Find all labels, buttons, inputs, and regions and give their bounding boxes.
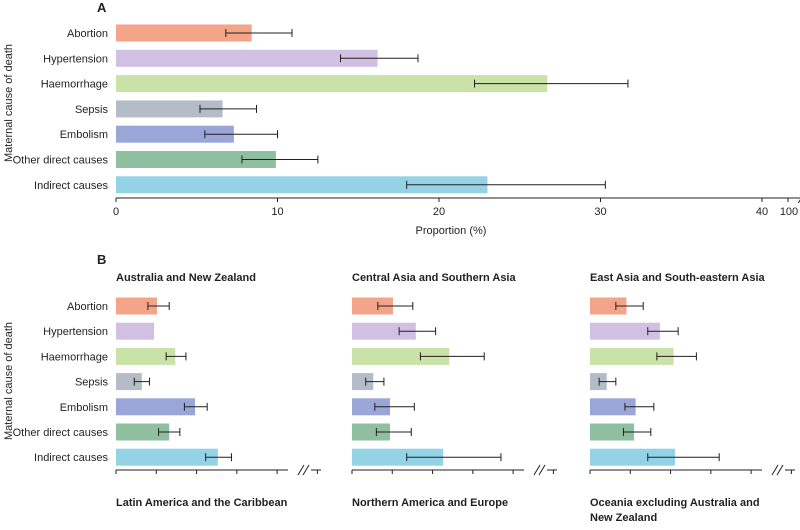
bar-haemorrhage (590, 347, 674, 365)
bar-hypertension (352, 322, 416, 340)
bar-other-direct-causes (116, 151, 276, 168)
panel-a-label: A (97, 0, 107, 15)
bar-other-direct-causes (590, 423, 635, 441)
bar-indirect-causes (116, 176, 488, 194)
x-tick-label-40: 40 (756, 206, 768, 218)
bar-sepsis (116, 373, 142, 391)
bar-indirect-causes (590, 448, 676, 466)
x-tick-label-10: 10 (271, 206, 283, 218)
bar-embolism (116, 125, 234, 143)
bar-indirect-causes (116, 448, 218, 466)
bar-haemorrhage (116, 75, 548, 93)
y-axis-title: Maternal cause of death (3, 44, 15, 162)
subplot-title-australia-and-new-zealand: Australia and New Zealand (116, 272, 256, 284)
panel-b-category-label-hypertension: Hypertension (43, 326, 108, 338)
next-row-title-northern-america-and-europe: Northern America and Europe (352, 497, 508, 509)
bar-haemorrhage (352, 347, 450, 365)
panel-b-category-label-abortion: Abortion (67, 301, 108, 313)
x-axis-break-slash-2 (302, 464, 310, 476)
next-row-title-oceania-excluding-australia-and-new-zealand-line-2: New Zealand (590, 512, 657, 524)
bar-indirect-causes (352, 448, 444, 466)
category-label-haemorrhage: Haemorrhage (41, 79, 108, 91)
panel-b-category-label-sepsis: Sepsis (75, 377, 109, 389)
panel-b-category-label-haemorrhage: Haemorrhage (41, 351, 108, 363)
x-tick-label-0: 0 (113, 206, 119, 218)
x-axis-break-slash-1 (771, 464, 779, 476)
subplot-central-asia-and-southern-asia: Central Asia and Southern Asia (351, 272, 557, 476)
panel-b: B Maternal cause of death Abortion Hyperten… (3, 252, 795, 524)
category-label-indirect-causes: Indirect causes (34, 180, 108, 192)
bar-hypertension (590, 322, 660, 340)
category-label-sepsis: Sepsis (75, 104, 109, 116)
x-axis-break-slash-1 (797, 199, 800, 204)
bar-embolism (116, 398, 196, 416)
bar-abortion (116, 297, 158, 315)
panel-b-label: B (97, 252, 106, 267)
panel-b-category-label-embolism: Embolism (60, 402, 108, 414)
panel-a: A Abortion Hypertension Haemorrhage Sepsis Em… (3, 0, 800, 237)
x-tick-label-30: 30 (594, 206, 606, 218)
subplot-australia-and-new-zealand: Australia and New Zealand (115, 272, 321, 476)
bar-abortion (116, 24, 252, 42)
subplot-east-asia-and-south-eastern-asia: East Asia and South-eastern Asia (589, 272, 795, 476)
x-axis-break-slash-2 (538, 464, 546, 476)
x-axis-break-slash-1 (533, 464, 541, 476)
category-label-abortion: Abortion (67, 28, 108, 40)
x-axis-break-slash-1 (297, 464, 305, 476)
bar-hypertension (116, 322, 154, 340)
bar-embolism (590, 398, 636, 416)
bar-hypertension (116, 49, 378, 67)
bar-sepsis (116, 100, 223, 118)
category-label-embolism: Embolism (60, 129, 108, 141)
category-label-other-direct-causes: Other direct causes (13, 155, 109, 167)
bar-embolism (352, 398, 390, 416)
panel-b-category-label-indirect-causes: Indirect causes (34, 452, 108, 464)
bar-other-direct-causes (116, 423, 170, 441)
subplot-title-central-asia-and-southern-asia: Central Asia and Southern Asia (352, 272, 516, 284)
panel-b-category-label-other-direct-causes: Other direct causes (13, 427, 109, 439)
bar-other-direct-causes (352, 423, 390, 441)
category-label-hypertension: Hypertension (43, 53, 108, 65)
next-row-title-oceania-excluding-australia-and-new-zealand-line-1: Oceania excluding Australia and (590, 497, 760, 509)
bar-abortion (590, 297, 627, 315)
bar-sepsis (352, 373, 374, 391)
panel-b-y-axis-title: Maternal cause of death (3, 322, 15, 440)
next-row-title-latin-america-and-the-caribbean: Latin America and the Caribbean (116, 497, 288, 509)
x-axis-title: Proportion (%) (416, 225, 487, 237)
bar-abortion (352, 297, 394, 315)
x-axis-break-slash-2 (776, 464, 784, 476)
bar-sepsis (590, 373, 607, 391)
bar-haemorrhage (116, 347, 176, 365)
subplot-title-east-asia-and-south-eastern-asia: East Asia and South-eastern Asia (590, 272, 766, 284)
x-tick-label-100: 100 (780, 206, 798, 218)
x-tick-label-20: 20 (433, 206, 445, 218)
